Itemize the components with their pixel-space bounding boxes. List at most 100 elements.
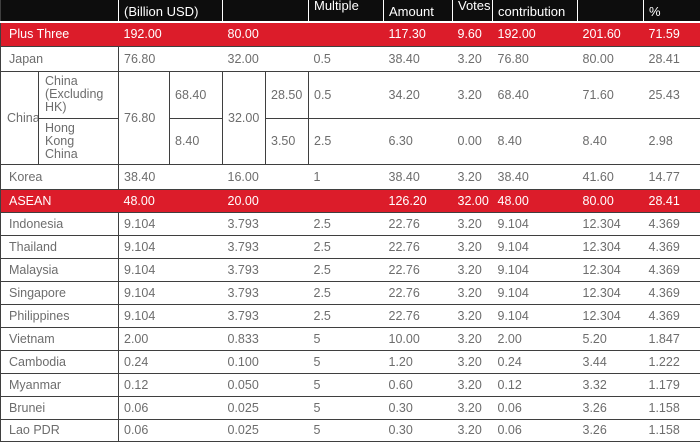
cell-contribution: 38.40 <box>493 164 578 189</box>
cell-billion: 38.40 <box>119 164 223 189</box>
cell-amount: 6.30 <box>384 118 453 164</box>
cell-percent: 28.41 <box>644 189 700 212</box>
china-group-label: China <box>1 71 39 164</box>
cell-votes: 3.20 <box>453 419 493 441</box>
cell-share: 3.793 <box>223 281 309 304</box>
cell-multiple: 0.5 <box>309 46 384 71</box>
row-label: Philippines <box>1 304 119 327</box>
header-votes: Votes <box>453 0 493 22</box>
header-label-col <box>1 0 119 22</box>
cell-amount: 0.30 <box>384 419 453 441</box>
header-share-col <box>223 0 309 22</box>
cell-multiple: 5 <box>309 396 384 419</box>
cell-amount: 117.30 <box>384 22 453 46</box>
row-label: Myanmar <box>1 373 119 396</box>
row-label: ASEAN <box>1 189 119 212</box>
cell-billion: 48.00 <box>119 189 223 212</box>
cell-contribution: 68.40 <box>493 71 578 118</box>
cell-percent: 25.43 <box>644 71 700 118</box>
cell-billion: 9.104 <box>119 281 223 304</box>
cell-share: 32.00 <box>223 46 309 71</box>
cell-contribution: 48.00 <box>493 189 578 212</box>
cell-votes: 3.20 <box>453 373 493 396</box>
cell-share: 3.793 <box>223 258 309 281</box>
cell-billion: 9.104 <box>119 258 223 281</box>
cell-share: 0.050 <box>223 373 309 396</box>
cell-percent: 1.222 <box>644 350 700 373</box>
cell-contribution: 0.06 <box>493 396 578 419</box>
cell-amount: 22.76 <box>384 212 453 235</box>
cell-percent: 4.369 <box>644 304 700 327</box>
table-row-plus-three: Plus Three 192.00 80.00 117.30 9.60 192.… <box>1 22 700 46</box>
cell-percent: 71.59 <box>644 22 700 46</box>
cell-billion: 192.00 <box>119 22 223 46</box>
table-row-indonesia: Indonesia 9.104 3.793 2.5 22.76 3.20 9.1… <box>1 212 700 235</box>
cell-contribution: 9.104 <box>493 212 578 235</box>
row-label: Cambodia <box>1 350 119 373</box>
cell-contribution: 9.104 <box>493 258 578 281</box>
cell-total: 80.00 <box>578 189 644 212</box>
cell-percent: 14.77 <box>644 164 700 189</box>
cell-votes: 3.20 <box>453 164 493 189</box>
cell-billion: 2.00 <box>119 327 223 350</box>
cell-amount: 1.20 <box>384 350 453 373</box>
cell-total: 12.304 <box>578 304 644 327</box>
cell-share: 3.793 <box>223 235 309 258</box>
cell-billion: 0.06 <box>119 396 223 419</box>
cell-multiple: 0.5 <box>309 71 384 118</box>
cell-share: 3.793 <box>223 304 309 327</box>
row-label: China (Excluding HK) <box>39 71 119 118</box>
cell-amount: 22.76 <box>384 304 453 327</box>
header-billion-usd: (Billion USD) <box>119 0 223 22</box>
cell-votes: 3.20 <box>453 212 493 235</box>
row-label: Hong Kong China <box>39 118 119 164</box>
row-label: Vietnam <box>1 327 119 350</box>
header-total-col <box>578 0 644 22</box>
cell-amount: 22.76 <box>384 281 453 304</box>
cell-percent: 2.98 <box>644 118 700 164</box>
cell-multiple: 2.5 <box>309 304 384 327</box>
row-label: Japan <box>1 46 119 71</box>
cell-total: 71.60 <box>578 71 644 118</box>
row-label: Plus Three <box>1 22 119 46</box>
cell-percent: 28.41 <box>644 46 700 71</box>
cell-multiple: 2.5 <box>309 281 384 304</box>
cell-contribution: 0.12 <box>493 373 578 396</box>
cell-votes: 3.20 <box>453 281 493 304</box>
table-row-singapore: Singapore 9.104 3.793 2.5 22.76 3.20 9.1… <box>1 281 700 304</box>
cell-total: 12.304 <box>578 258 644 281</box>
header-multiple: Multiple <box>309 0 384 22</box>
cell-billion: 68.40 <box>170 71 223 118</box>
cell-share: 16.00 <box>223 164 309 189</box>
cell-amount: 38.40 <box>384 164 453 189</box>
table-row-asean: ASEAN 48.00 20.00 126.20 32.00 48.00 80.… <box>1 189 700 212</box>
cell-votes: 3.20 <box>453 258 493 281</box>
cell-multiple: 5 <box>309 373 384 396</box>
cell-amount: 38.40 <box>384 46 453 71</box>
cell-total: 3.32 <box>578 373 644 396</box>
row-label: Thailand <box>1 235 119 258</box>
cell-total: 3.44 <box>578 350 644 373</box>
cell-billion: 0.06 <box>119 419 223 441</box>
cell-contribution: 9.104 <box>493 235 578 258</box>
cell-percent: 1.179 <box>644 373 700 396</box>
cell-multiple: 5 <box>309 419 384 441</box>
cell-contribution: 0.06 <box>493 419 578 441</box>
cell-contribution: 76.80 <box>493 46 578 71</box>
table-row-myanmar: Myanmar 0.12 0.050 5 0.60 3.20 0.12 3.32… <box>1 373 700 396</box>
cell-multiple <box>309 22 384 46</box>
cell-votes: 3.20 <box>453 71 493 118</box>
cell-billion: 9.104 <box>119 212 223 235</box>
cell-total: 12.304 <box>578 281 644 304</box>
table-header-row: (Billion USD) Multiple Amount Votes cont… <box>1 0 700 22</box>
cell-total: 80.00 <box>578 46 644 71</box>
cell-percent: 4.369 <box>644 281 700 304</box>
cell-percent: 1.847 <box>644 327 700 350</box>
cell-billion: 0.12 <box>119 373 223 396</box>
cell-multiple <box>309 189 384 212</box>
cell-contribution: 9.104 <box>493 304 578 327</box>
header-amount: Amount <box>384 0 453 22</box>
cell-share: 20.00 <box>223 189 309 212</box>
cell-share: 0.100 <box>223 350 309 373</box>
cell-votes: 0.00 <box>453 118 493 164</box>
